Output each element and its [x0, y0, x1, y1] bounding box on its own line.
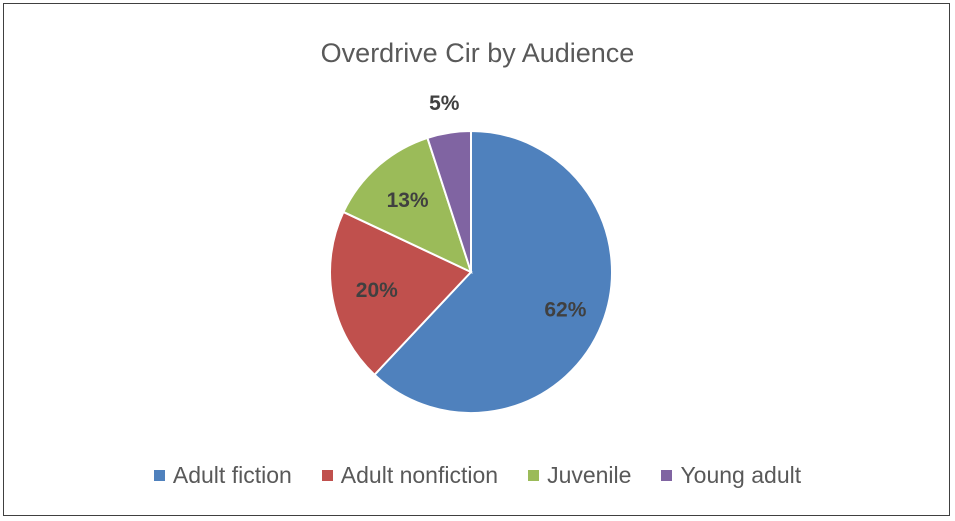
legend-item-adult-nonfiction: Adult nonfiction	[321, 462, 499, 489]
legend-label-juvenile: Juvenile	[547, 462, 632, 488]
legend-item-adult-fiction: Adult fiction	[153, 462, 292, 489]
data-label-young-adult: 5%	[429, 92, 460, 115]
data-label-adult-fiction: 62%	[544, 298, 586, 321]
legend-swatch-adult-nonfiction	[321, 470, 333, 481]
legend-item-young-adult: Young adult	[661, 462, 801, 489]
legend-label-young-adult: Young adult	[680, 462, 802, 488]
legend-item-juvenile: Juvenile	[528, 462, 631, 489]
pie-slice-adult-fiction	[373, 129, 613, 414]
legend: Adult fiction Adult nonfiction Juvenile …	[0, 462, 955, 489]
data-label-juvenile: 13%	[387, 189, 429, 212]
pie-slice-young-adult	[426, 129, 472, 273]
chart-title: Overdrive Cir by Audience	[320, 38, 635, 68]
legend-swatch-juvenile	[528, 470, 540, 481]
pie-slice-adult-nonfiction	[329, 210, 473, 377]
legend-swatch-young-adult	[661, 470, 673, 481]
legend-label-adult-fiction: Adult fiction	[172, 462, 292, 488]
pie-slice-juvenile	[342, 136, 473, 274]
legend-label-adult-nonfiction: Adult nonfiction	[340, 462, 499, 488]
legend-swatch-adult-fiction	[153, 470, 165, 481]
data-label-adult-nonfiction: 20%	[356, 279, 398, 302]
